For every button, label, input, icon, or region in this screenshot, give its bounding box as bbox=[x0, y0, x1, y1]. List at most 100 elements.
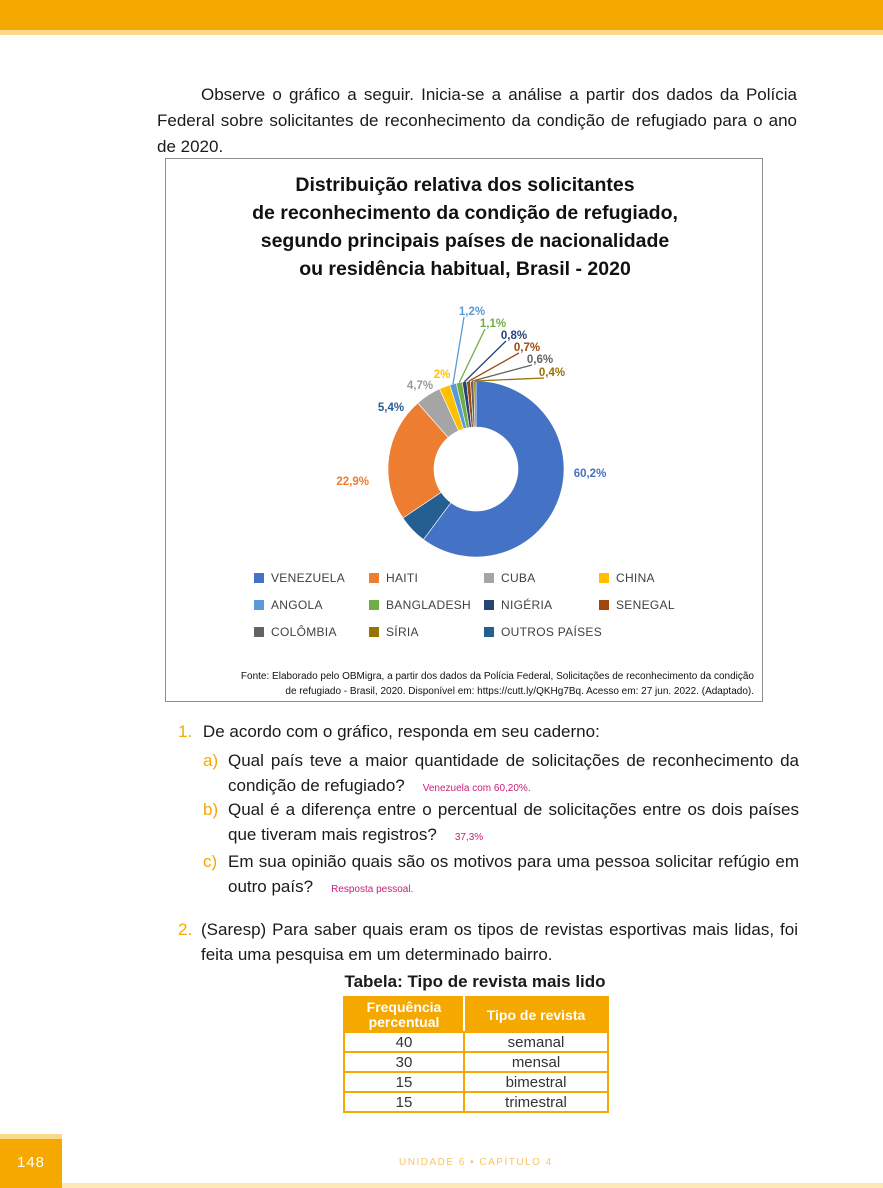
leader-line bbox=[458, 328, 486, 383]
legend-item: SÍRIA bbox=[369, 625, 419, 639]
slice-venezuela bbox=[422, 380, 565, 558]
leader-line bbox=[452, 316, 465, 385]
legend-swatch bbox=[599, 600, 609, 610]
table-cell: 15 bbox=[343, 1091, 465, 1113]
legend-swatch bbox=[599, 573, 609, 583]
question-1b: b) Qual é a diferença entre o percentual… bbox=[203, 797, 799, 850]
legend-item: NIGÉRIA bbox=[484, 598, 552, 612]
question-text: (Saresp) Para saber quais eram os tipos … bbox=[201, 920, 798, 964]
legend-item: ANGOLA bbox=[254, 598, 323, 612]
legend-item: BANGLADESH bbox=[369, 598, 471, 612]
table-cell: 30 bbox=[343, 1051, 465, 1073]
chart-title-line: de reconhecimento da condição de refugia… bbox=[252, 202, 678, 224]
data-label: 4,7% bbox=[407, 380, 433, 392]
slice-haiti bbox=[387, 402, 449, 519]
data-label: 0,6% bbox=[527, 354, 553, 366]
table-row: 30 mensal bbox=[343, 1051, 609, 1073]
source-line: Fonte: Elaborado pelo OBMigra, a partir … bbox=[240, 671, 754, 682]
data-label: 1,1% bbox=[480, 318, 506, 330]
data-label: 1,2% bbox=[459, 306, 485, 318]
magazine-table: Frequência percentual Tipo de revista 40… bbox=[343, 996, 609, 1113]
chart-frame: Distribuição relativa dos solicitantes d… bbox=[165, 158, 763, 702]
legend-swatch bbox=[484, 600, 494, 610]
chart-title-line: segundo principais países de nacionalida… bbox=[260, 230, 670, 252]
legend-item: OUTROS PAÍSES bbox=[484, 625, 602, 639]
question-text: De acordo com o gráfico, responda em seu… bbox=[202, 722, 600, 741]
column-header: Tipo de revista bbox=[463, 996, 609, 1033]
leader-line bbox=[471, 364, 533, 382]
legend-label: CUBA bbox=[501, 571, 536, 585]
table-cell: 40 bbox=[343, 1031, 465, 1053]
page-number: 148 bbox=[16, 1154, 46, 1171]
data-label: 22,9% bbox=[336, 476, 369, 488]
legend-item: CHINA bbox=[599, 571, 655, 585]
table-title: Tabela: Tipo de revista mais lido bbox=[344, 972, 606, 991]
data-label: 2% bbox=[434, 369, 451, 381]
table-cell: trimestral bbox=[463, 1091, 609, 1113]
data-label: 5,4% bbox=[378, 402, 404, 414]
legend-swatch bbox=[484, 627, 494, 637]
question-1a: a) Qual país teve a maior quantidade de … bbox=[203, 748, 799, 801]
legend-swatch bbox=[254, 600, 264, 610]
legend-item: HAITI bbox=[369, 571, 418, 585]
chart-title-line: Distribuição relativa dos solicitantes bbox=[295, 174, 635, 196]
source-line: de refugiado - Brasil, 2020. Disponível … bbox=[285, 686, 754, 697]
table-row: 15 bimestral bbox=[343, 1071, 609, 1093]
chart-source: Fonte: Elaborado pelo OBMigra, a partir … bbox=[194, 669, 754, 699]
table-cell: 15 bbox=[343, 1071, 465, 1093]
footer-chapter: UNIDADE 6 • CAPÍTULO 4 bbox=[399, 1157, 553, 1168]
question-1c: c) Em sua opinião quais são os motivos p… bbox=[203, 849, 799, 902]
legend-label: CHINA bbox=[616, 571, 655, 585]
legend-swatch bbox=[369, 627, 379, 637]
legend-label: COLÔMBIA bbox=[271, 625, 337, 639]
top-banner-stripe bbox=[0, 30, 883, 35]
item-letter: b) bbox=[203, 800, 219, 819]
legend-swatch bbox=[254, 573, 264, 583]
table-cell: mensal bbox=[463, 1051, 609, 1073]
legend-item: COLÔMBIA bbox=[254, 625, 337, 639]
legend-swatch bbox=[369, 600, 379, 610]
question-1: 1. De acordo com o gráfico, responda em … bbox=[178, 719, 600, 744]
item-text: Em sua opinião quais são os motivos para… bbox=[228, 852, 799, 896]
legend-label: ANGOLA bbox=[271, 598, 323, 612]
donut-chart: 60,2% 5,4% 22,9% 4,7%2% 1,2%1,1%0,8%0,7%0,6%… bbox=[336, 306, 607, 558]
legend-label: BANGLADESH bbox=[386, 598, 472, 612]
slice-síria bbox=[473, 380, 477, 428]
leader-line bbox=[463, 340, 507, 383]
item-text: Qual país teve a maior quantidade de sol… bbox=[228, 751, 799, 795]
table-row: 40 semanal bbox=[343, 1031, 609, 1053]
data-label: 60,2% bbox=[574, 468, 607, 480]
question-2: 2. (Saresp) Para saber quais eram os tip… bbox=[178, 917, 798, 967]
legend-label: SÍRIA bbox=[386, 625, 419, 639]
answer-note: 37,3% bbox=[454, 832, 484, 843]
table-row: 15 trimestral bbox=[343, 1091, 609, 1113]
leader-line bbox=[468, 352, 520, 382]
legend-swatch bbox=[369, 573, 379, 583]
legend-swatch bbox=[254, 627, 264, 637]
legend-label: HAITI bbox=[386, 571, 419, 585]
table-cell: bimestral bbox=[463, 1071, 609, 1093]
leader-line bbox=[474, 377, 545, 382]
question-number: 2. bbox=[178, 920, 193, 939]
data-label: 0,7% bbox=[514, 342, 540, 354]
answer-note: Venezuela com 60,20%. bbox=[422, 783, 531, 794]
intro-paragraph: Observe o gráfico a seguir. Inicia-se a … bbox=[157, 85, 797, 156]
legend-item: VENEZUELA bbox=[254, 571, 345, 585]
answer-note: Resposta pessoal. bbox=[331, 884, 414, 895]
question-number: 1. bbox=[178, 722, 193, 741]
item-text: Qual é a diferença entre o percentual de… bbox=[228, 800, 799, 844]
legend-label: SENEGAL bbox=[616, 598, 675, 612]
page-number-tab bbox=[0, 1134, 62, 1188]
legend-label: OUTROS PAÍSES bbox=[501, 625, 603, 639]
legend-item: CUBA bbox=[484, 571, 536, 585]
data-label: 0,4% bbox=[539, 367, 565, 379]
item-letter: c) bbox=[203, 852, 218, 871]
data-label: 0,8% bbox=[501, 330, 527, 342]
chart-title-line: ou residência habitual, Brasil - 2020 bbox=[299, 258, 631, 280]
table-cell: semanal bbox=[463, 1031, 609, 1053]
chart-title: Distribuição relativa dos solicitantes d… bbox=[166, 171, 764, 283]
column-header: Frequência percentual bbox=[343, 996, 465, 1033]
page-tab-stripe bbox=[0, 1134, 62, 1139]
legend-item: SENEGAL bbox=[599, 598, 675, 612]
top-banner bbox=[0, 0, 883, 30]
